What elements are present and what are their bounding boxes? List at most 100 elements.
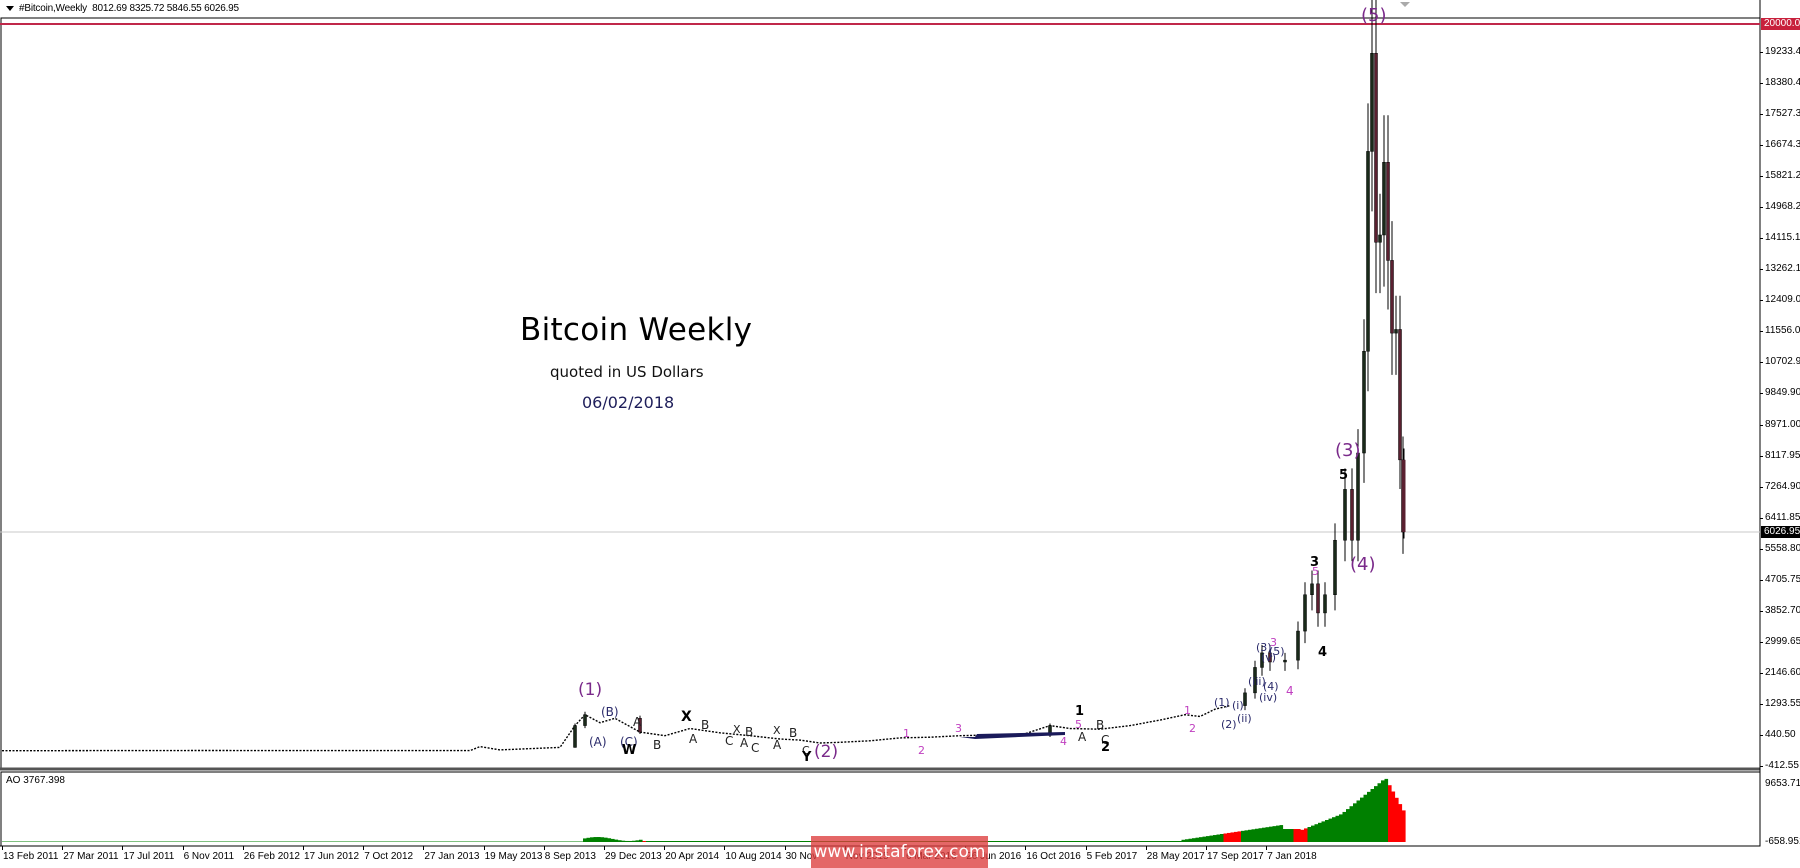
price-axis-tick (1760, 83, 1763, 85)
wave-label: B (653, 738, 662, 752)
wave-label: A (740, 736, 749, 750)
symbol-label: #Bitcoin,Weekly (19, 3, 87, 14)
time-axis-label: 17 Jul 2011 (123, 851, 175, 862)
time-axis-label: 7 Jan 2018 (1267, 851, 1317, 862)
price-axis-tick (1760, 176, 1763, 178)
wave-label: 2 (918, 744, 925, 757)
time-axis-tick (604, 846, 605, 850)
price-axis-tick (1760, 331, 1763, 333)
wave-label: (2) (814, 742, 839, 762)
wave-label: 4 (1060, 735, 1067, 748)
time-axis-label: 17 Sep 2017 (1207, 851, 1264, 862)
time-axis-label: 10 Aug 2014 (725, 851, 782, 862)
time-axis-tick (303, 846, 304, 850)
price-axis-label: 4705.75 (1765, 574, 1800, 585)
chart-date: 06/02/2018 (582, 393, 675, 412)
time-axis-tick (1145, 846, 1147, 850)
price-axis-tick (1760, 145, 1763, 147)
chart-shift-marker-icon[interactable] (1400, 2, 1410, 7)
wave-label: 5 (1339, 468, 1349, 483)
price-axis-tick (1760, 362, 1763, 364)
time-axis-tick (1206, 846, 1207, 850)
time-axis-tick (423, 846, 425, 850)
watermark: www.instaforex.com (811, 836, 988, 868)
price-axis-tick (1760, 611, 1763, 612)
wave-label: (iii) (1248, 675, 1266, 688)
price-axis-tick (1760, 518, 1763, 519)
price-axis-tick (1760, 642, 1763, 643)
time-axis-label: 7 Oct 2012 (364, 851, 414, 862)
wave-label: A (633, 715, 642, 729)
dropdown-triangle-icon[interactable] (6, 5, 14, 11)
wave-label: B (789, 726, 798, 740)
wave-label: 2 (1101, 740, 1111, 755)
wave-label: C (725, 734, 734, 748)
wave-label: Y (802, 750, 812, 765)
price-axis-tick (1760, 735, 1763, 736)
price-axis-label: 13262.10 (1765, 263, 1800, 275)
price-axis-tick (1760, 425, 1763, 426)
time-axis-tick (1025, 846, 1027, 850)
time-axis-tick (242, 846, 244, 850)
price-axis-label: 1293.55 (1765, 698, 1800, 709)
price-axis-label: 3852.70 (1765, 605, 1800, 616)
wave-label: (5) (1269, 645, 1285, 658)
price-axis-tick (1760, 549, 1763, 550)
time-axis-tick (363, 846, 365, 850)
price-axis-label: 15821.25 (1765, 170, 1800, 182)
price-axis-label: 9849.90 (1765, 387, 1800, 399)
wave-label: B (701, 718, 710, 732)
wave-label: 4 (1318, 645, 1328, 660)
wave-label: (2) (1221, 718, 1237, 731)
wave-label: 3 (955, 722, 962, 735)
price-axis-tick (1760, 580, 1763, 581)
wave-label: C (1101, 733, 1110, 747)
price-axis-label: 16674.30 (1765, 139, 1800, 151)
wave-label: 1 (1075, 704, 1085, 719)
time-axis-tick (483, 846, 485, 850)
wave-label: 4 (1286, 684, 1294, 698)
time-axis-tick (122, 846, 124, 850)
price-axis-label: 19233.45 (1765, 46, 1800, 58)
time-axis-label: 28 May 2017 (1146, 851, 1205, 862)
price-axis-tick (1760, 238, 1763, 240)
time-axis-label: 8 Sep 2013 (544, 851, 596, 862)
wave-label: (v) (1261, 651, 1277, 664)
time-axis-tick (1085, 846, 1087, 850)
time-axis-tick (182, 846, 184, 850)
price-axis-tick (1760, 52, 1763, 54)
price-axis-label: 440.50 (1765, 729, 1796, 740)
wave-label: B (745, 725, 754, 739)
wave-label: (A) (589, 735, 607, 749)
time-axis-tick (2, 846, 3, 850)
time-axis-label: 27 Mar 2011 (63, 851, 119, 862)
price-axis-label: -412.55 (1765, 760, 1799, 771)
wave-label: W (622, 743, 637, 758)
wave-label: 1 (903, 727, 910, 740)
time-axis-tick (784, 846, 786, 850)
candlesticks (573, 0, 1406, 748)
consolidation-box (960, 732, 1065, 739)
wave-label: A (773, 738, 782, 752)
wave-label: C (751, 741, 760, 755)
wave-label: X (681, 709, 692, 725)
time-axis-label: 16 Oct 2016 (1026, 851, 1081, 862)
time-axis-label: 13 Feb 2011 (3, 851, 59, 862)
wave-label: 5 (1312, 565, 1319, 578)
wave-label: B (1096, 718, 1105, 732)
price-axis-tick (1760, 456, 1763, 457)
price-axis-tick (1760, 207, 1763, 209)
wave-label: (5) (1361, 5, 1387, 26)
ao-indicator-label: AO 3767.398 (6, 775, 65, 786)
chart-header: #Bitcoin,Weekly 8012.69 8325.72 5846.55 … (6, 3, 239, 14)
price-axis-tick (1760, 766, 1763, 767)
wave-label: (3) (1256, 641, 1272, 654)
wave-label: (C) (620, 735, 638, 749)
time-axis-label: 17 Jun 2012 (304, 851, 360, 862)
time-axis-tick (62, 846, 64, 850)
price-axis-tick (1760, 114, 1763, 116)
time-axis-label: 26 Feb 2012 (243, 851, 300, 862)
current-price-tag: 6026.95 (1761, 526, 1800, 538)
